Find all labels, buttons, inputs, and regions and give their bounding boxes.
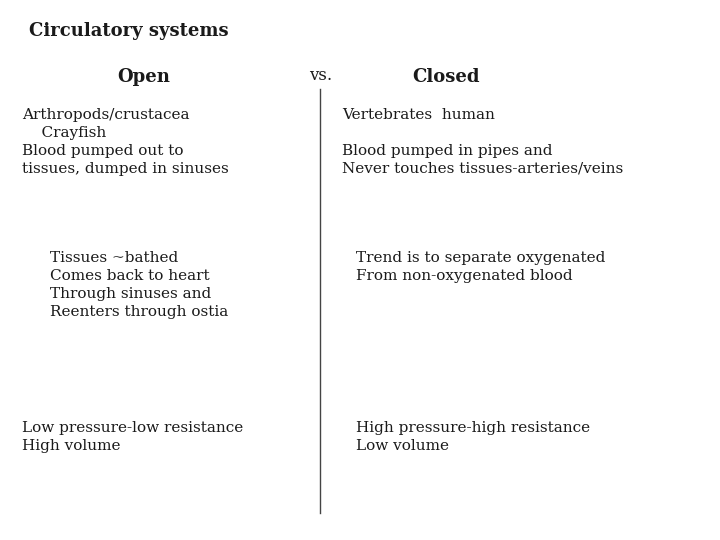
Text: Closed: Closed xyxy=(413,68,480,85)
Text: Open: Open xyxy=(117,68,171,85)
Text: Low pressure-low resistance
High volume: Low pressure-low resistance High volume xyxy=(22,421,243,453)
Text: Vertebrates  human

Blood pumped in pipes and
Never touches tissues-arteries/vei: Vertebrates human Blood pumped in pipes … xyxy=(342,108,624,176)
Text: vs.: vs. xyxy=(309,68,332,84)
Text: Arthropods/crustacea
    Crayfish
Blood pumped out to
tissues, dumped in sinuses: Arthropods/crustacea Crayfish Blood pump… xyxy=(22,108,228,176)
Text: Trend is to separate oxygenated
From non-oxygenated blood: Trend is to separate oxygenated From non… xyxy=(356,251,606,283)
Text: Tissues ~bathed
Comes back to heart
Through sinuses and
Reenters through ostia: Tissues ~bathed Comes back to heart Thro… xyxy=(50,251,229,319)
Text: Circulatory systems: Circulatory systems xyxy=(29,22,228,39)
Text: High pressure-high resistance
Low volume: High pressure-high resistance Low volume xyxy=(356,421,590,453)
